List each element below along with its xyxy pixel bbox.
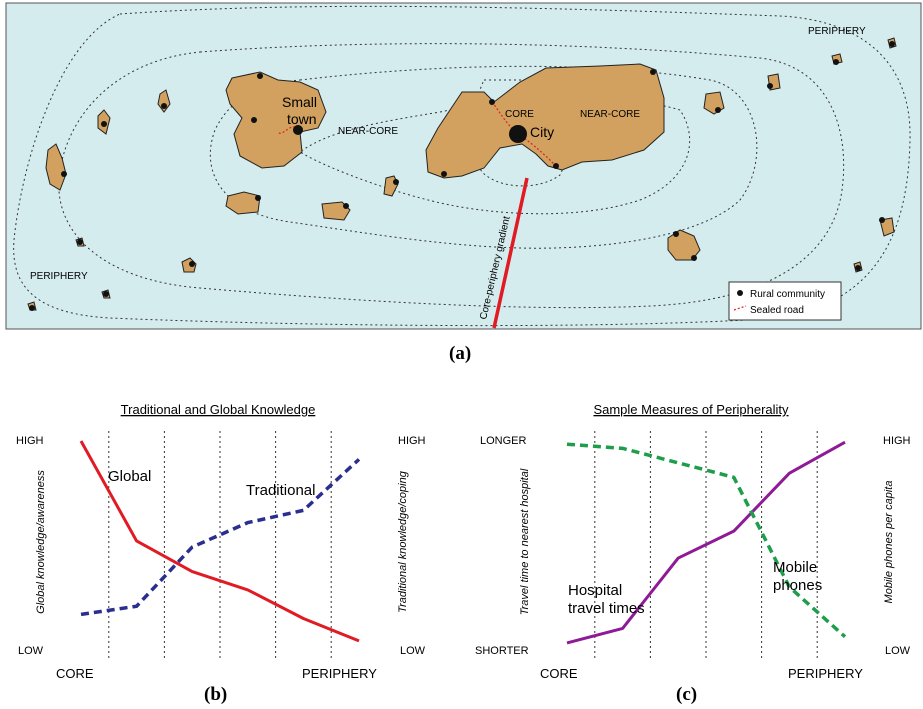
chart-c-y-right-low: LOW [885, 645, 911, 657]
rural-dot [103, 291, 109, 297]
rural-dot [553, 163, 559, 169]
panel-label-c: (c) [676, 684, 697, 705]
near-core-label-right: NEAR-CORE [580, 109, 640, 120]
chart-b-y-right-low: LOW [400, 645, 426, 657]
panel-label-a: (a) [449, 343, 471, 364]
chart-c-series-line-1 [566, 440, 846, 645]
rural-dot [767, 83, 773, 89]
island-1 [45, 143, 67, 191]
chart-b-y-left-high: HIGH [16, 435, 44, 447]
rural-dot [343, 203, 349, 209]
rural-dot [393, 179, 399, 185]
town-dot [293, 125, 303, 135]
chart-c-y-right-high: HIGH [883, 435, 911, 447]
rural-dot [161, 103, 167, 109]
chart-b-ylabel-left: Global knowledge/awareness [35, 470, 47, 614]
chart-c-series-label-1: travel times [568, 600, 645, 617]
legend-rural-symbol [737, 290, 743, 296]
core-periphery-gradient-line [492, 177, 529, 329]
rural-dot [650, 69, 656, 75]
chart-c: Sample Measures of Peripherality LONGER … [475, 402, 911, 705]
chart-c-xlabel-left: CORE [540, 666, 578, 681]
rural-dot [61, 171, 67, 177]
core-label: CORE [505, 109, 534, 120]
island-4 [225, 191, 261, 215]
city-island [425, 63, 665, 179]
rural-dot [715, 107, 721, 113]
chart-b-series-line-1 [79, 440, 360, 643]
map-legend: Rural community Sealed road [728, 281, 842, 321]
chart-c-ylabel-right: Mobile phones per capita [883, 481, 895, 604]
island-11 [667, 229, 701, 261]
map-panel: Core-periphery gradient PERIPHERY PERIPH… [5, 2, 922, 364]
legend-road-label: Sealed road [750, 305, 804, 316]
chart-c-y-left-low: SHORTER [475, 645, 529, 657]
chart-b-series-label-2: Traditional [246, 482, 315, 499]
chart-b-series-label-1: Global [108, 468, 151, 485]
chart-c-series-line-2 [566, 442, 847, 639]
periphery-label-left: PERIPHERY [30, 271, 88, 282]
chart-b-y-left-low: LOW [18, 645, 44, 657]
small-town-label-2: town [287, 111, 317, 127]
chart-c-title: Sample Measures of Peripherality [593, 402, 789, 417]
island-5 [321, 201, 351, 221]
chart-b-plot-area: Global Traditional [79, 431, 361, 660]
road-city-east [517, 133, 557, 167]
chart-b-y-right-high: HIGH [398, 435, 426, 447]
small-town-label-1: Small [282, 94, 317, 110]
rural-dot [691, 255, 697, 261]
legend-rural-label: Rural community [750, 289, 825, 300]
chart-c-ylabel-left: Travel time to nearest hospital [519, 468, 531, 615]
chart-b-title: Traditional and Global Knowledge [121, 402, 316, 417]
rural-dot [257, 73, 263, 79]
rural-dot [855, 265, 861, 271]
chart-c-xlabel-right: PERIPHERY [788, 666, 863, 681]
chart-b-xlabel-right: PERIPHERY [302, 666, 377, 681]
rural-dot [879, 217, 885, 223]
islands [27, 37, 897, 311]
rural-dot [889, 41, 895, 47]
road-small-town [277, 126, 299, 134]
chart-b-xlabel-left: CORE [56, 666, 94, 681]
rural-dot [255, 195, 261, 201]
chart-c-series-label-1: Hospital [568, 582, 622, 599]
rural-dot [673, 231, 679, 237]
chart-b-series-line-2 [80, 458, 361, 617]
small-town-island [225, 71, 327, 169]
rural-dot [189, 261, 195, 267]
rural-dot [441, 171, 447, 177]
rural-dot [77, 239, 83, 245]
city-label: City [530, 124, 554, 140]
rural-dot [251, 117, 257, 123]
island-3 [157, 89, 171, 113]
city-dot [509, 125, 527, 143]
chart-c-y-left-high: LONGER [480, 435, 527, 447]
panel-label-b: (b) [204, 684, 227, 705]
chart-c-series-label-2: phones [773, 577, 822, 594]
chart-c-series-label-2: Mobile [773, 559, 817, 576]
rural-dot [101, 121, 107, 127]
rural-communities [29, 41, 895, 311]
chart-b: Traditional and Global Knowledge HIGH LO… [16, 402, 426, 705]
periphery-label-top: PERIPHERY [808, 26, 866, 37]
chart-b-ylabel-right: Traditional knowledge/coping [397, 470, 409, 613]
near-core-label-left: NEAR-CORE [338, 126, 398, 137]
rural-dot [489, 99, 495, 105]
rural-dot [833, 59, 839, 65]
rural-dot [29, 305, 35, 311]
legend-box [728, 281, 842, 321]
